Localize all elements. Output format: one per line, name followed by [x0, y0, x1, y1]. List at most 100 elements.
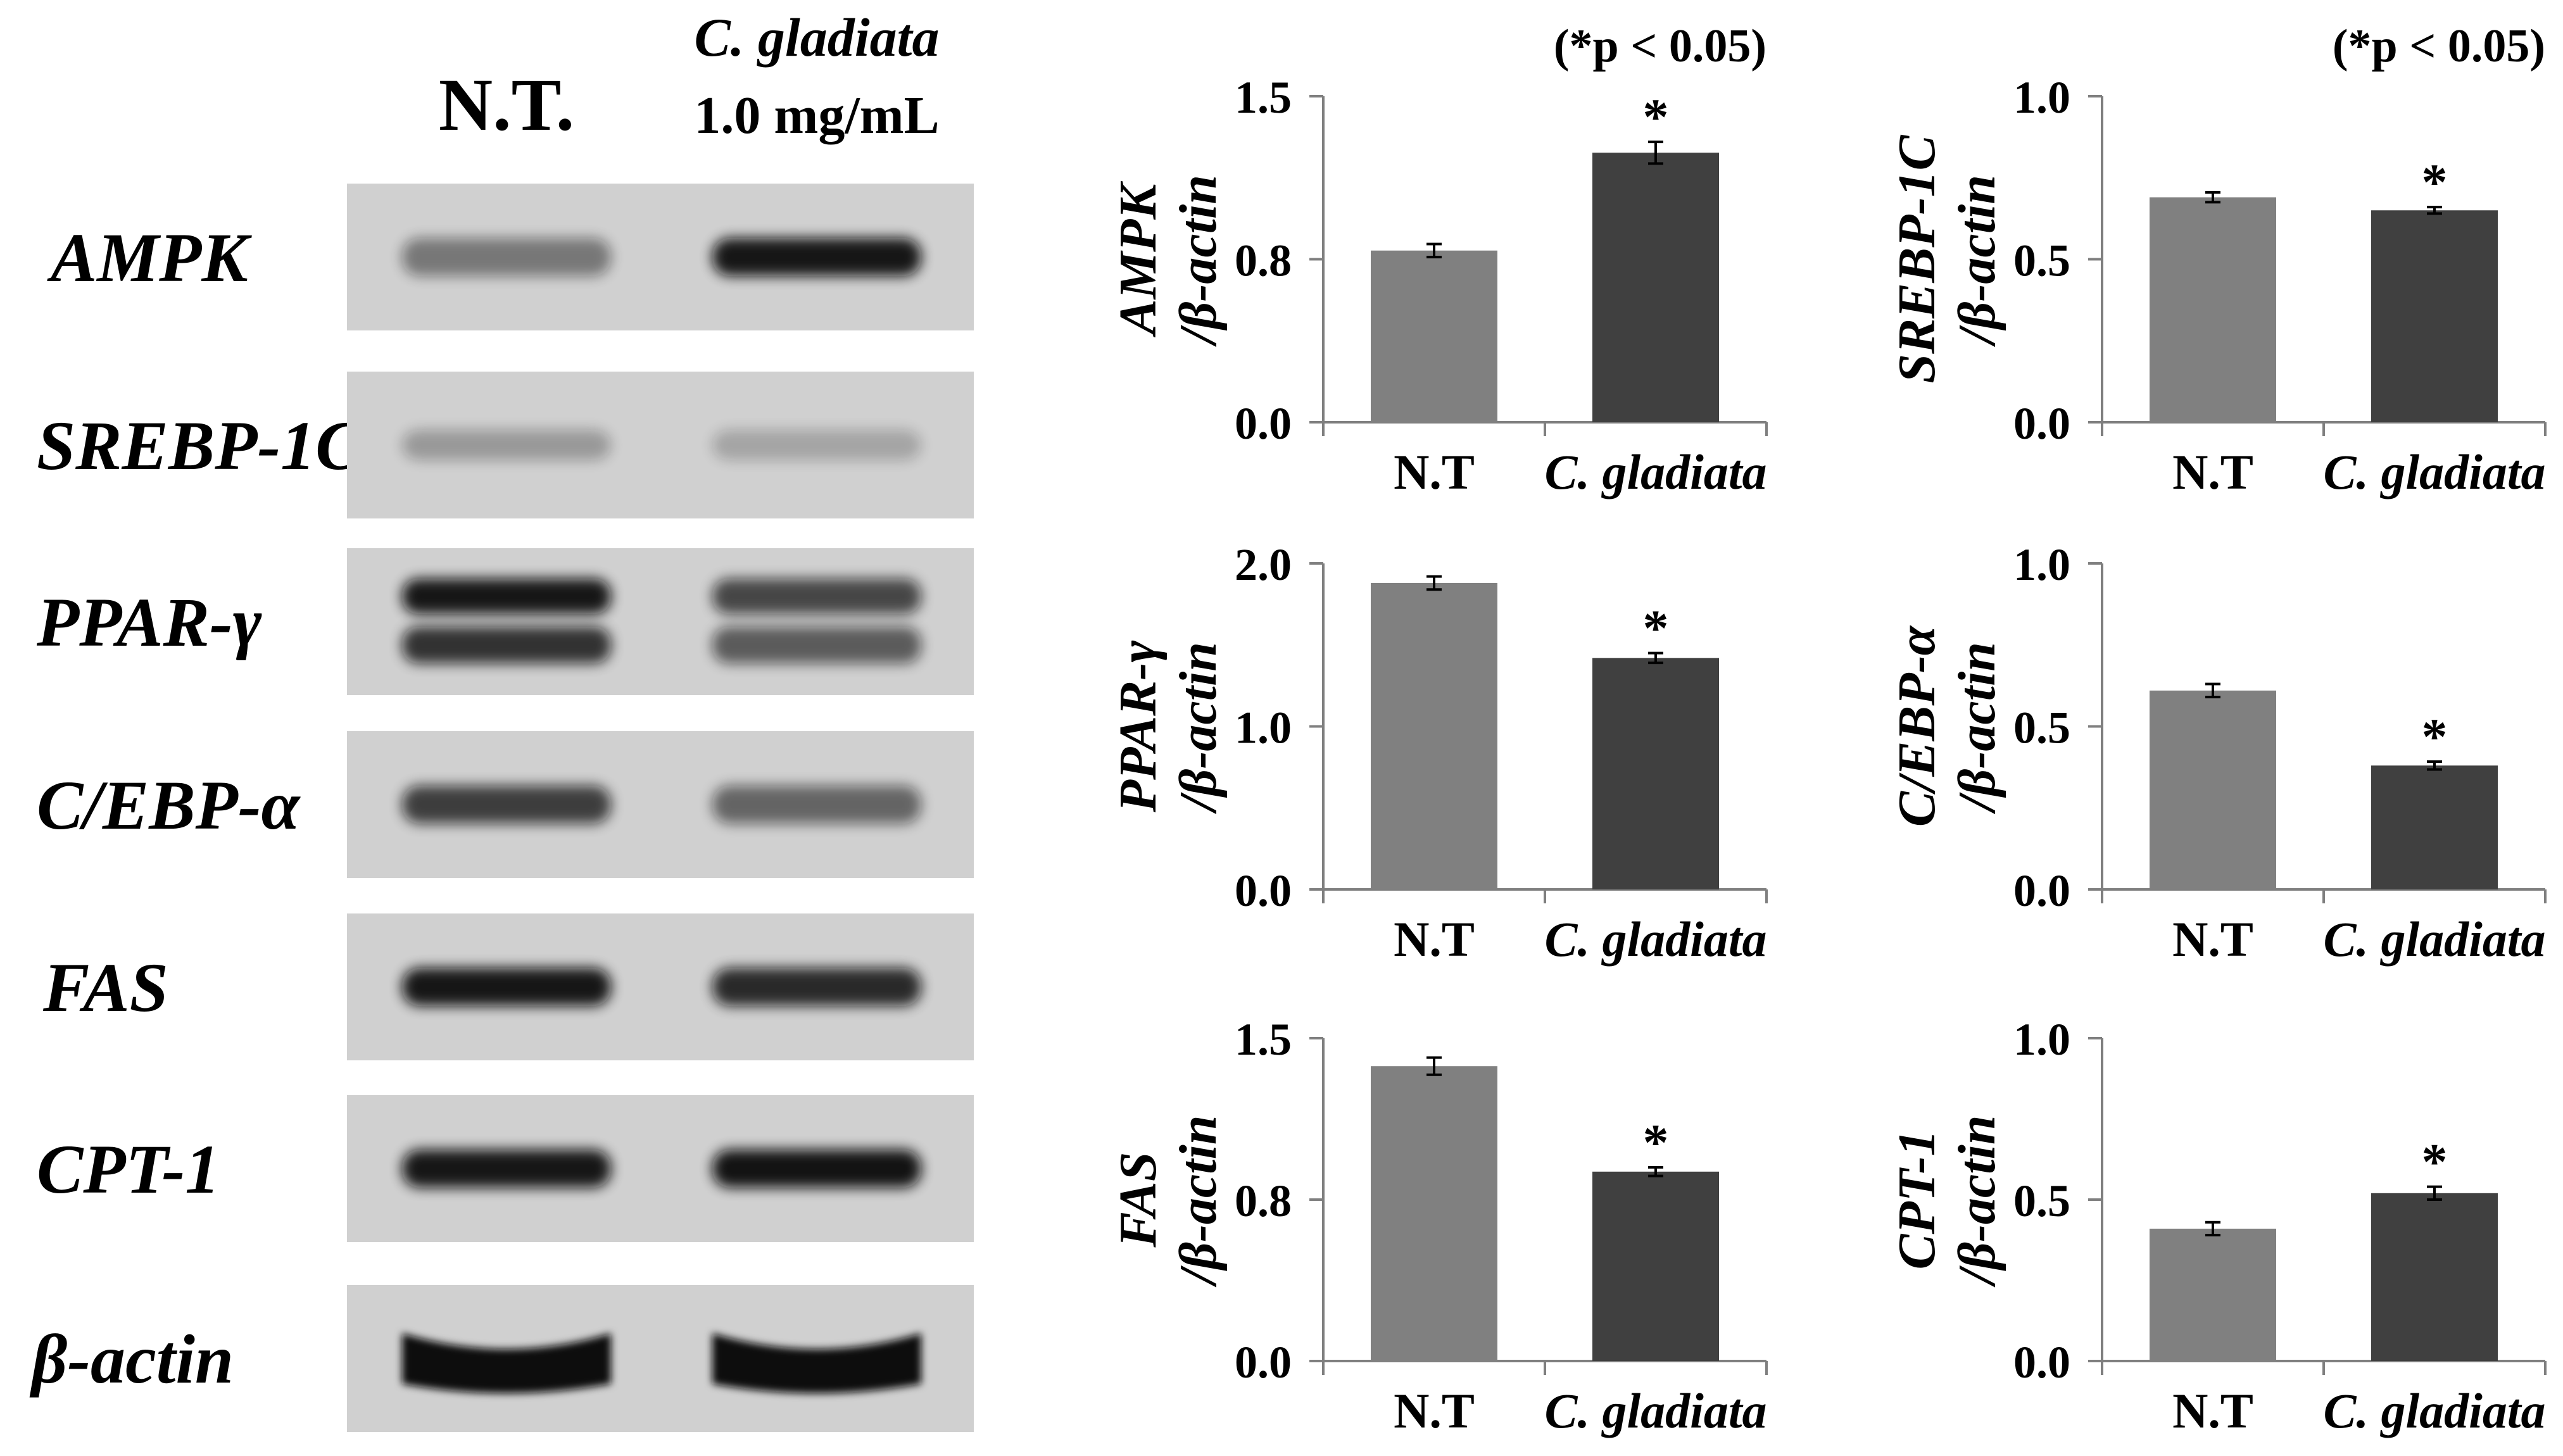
- gel-row: FAS: [42, 913, 974, 1060]
- y-axis-label: C/EBP-α/β-actin: [1887, 625, 2006, 827]
- gel-row-label: β-actin: [29, 1321, 234, 1398]
- gel-row: SREBP-1C: [37, 372, 974, 518]
- gel-row-label: PPAR-γ: [36, 584, 262, 661]
- gel-band: [402, 968, 611, 1006]
- gel-band: [712, 1150, 921, 1188]
- bar: [1371, 250, 1497, 422]
- y-tick-label: 0.8: [1235, 1176, 1292, 1226]
- y-axis-label-reference: /β-actin: [1169, 1115, 1228, 1288]
- y-axis-label-gene: C/EBP-α: [1887, 625, 1946, 827]
- y-axis-label-gene: AMPK: [1109, 181, 1168, 338]
- y-axis-label-reference: /β-actin: [1169, 175, 1228, 348]
- x-tick-label: C. gladiata: [2323, 1383, 2545, 1438]
- x-tick-label: C. gladiata: [2323, 912, 2545, 967]
- y-axis-label: FAS/β-actin: [1109, 1115, 1228, 1288]
- y-tick-label: 1.0: [2013, 1014, 2070, 1065]
- y-tick-label: 0.0: [1235, 1337, 1292, 1388]
- gel-band: [712, 430, 921, 460]
- y-tick-label: 1.0: [2013, 539, 2070, 590]
- x-tick-label: C. gladiata: [2323, 444, 2545, 499]
- gel-band: [712, 579, 921, 614]
- gel-row: AMPK: [47, 184, 974, 330]
- bar: [1592, 1171, 1719, 1361]
- gel-band: [402, 430, 611, 460]
- bar: [1592, 658, 1719, 889]
- lane-header-concentration: 1.0 mg/mL: [694, 86, 939, 145]
- gel-row: C/EBP-α: [37, 731, 974, 878]
- y-tick-label: 1.0: [1235, 703, 1292, 753]
- bar: [1371, 582, 1497, 889]
- gel-band: [712, 238, 921, 276]
- y-tick-label: 0.0: [2013, 865, 2070, 916]
- bar: [2150, 690, 2276, 889]
- x-tick-label: N.T: [1394, 444, 1475, 499]
- y-axis-label-gene: PPAR-γ: [1109, 641, 1168, 813]
- significance-asterisk: *: [2422, 708, 2448, 765]
- gel-band: [712, 1333, 921, 1393]
- y-axis-label-reference: /β-actin: [1169, 642, 1228, 815]
- significance-asterisk: *: [2422, 153, 2448, 211]
- gel-band: [402, 627, 611, 663]
- y-tick-label: 1.5: [1235, 72, 1292, 123]
- x-tick-label: N.T: [1394, 1383, 1475, 1438]
- y-axis-label-reference: /β-actin: [1948, 175, 2006, 348]
- y-tick-label: 0.8: [1235, 235, 1292, 286]
- y-tick-label: 0.0: [1235, 398, 1292, 449]
- x-tick-label: N.T: [2172, 444, 2253, 499]
- y-tick-label: 0.0: [2013, 1337, 2070, 1388]
- bar: [2150, 197, 2276, 422]
- significance-asterisk: *: [1643, 88, 1669, 146]
- gel-band: [402, 238, 611, 276]
- gel-row-label: AMPK: [47, 219, 252, 296]
- gel-row: β-actin: [29, 1285, 974, 1432]
- bar: [2371, 1193, 2498, 1361]
- y-tick-label: 0.0: [1235, 865, 1292, 916]
- x-tick-label: N.T: [1394, 912, 1475, 967]
- x-tick-label: N.T: [2172, 1383, 2253, 1438]
- gel-panel: N.T. C. gladiata 1.0 mg/mL AMPK SREBP-1C PPAR…: [29, 7, 974, 1432]
- gel-row-label: C/EBP-α: [37, 767, 301, 844]
- significance-asterisk: *: [1643, 599, 1669, 657]
- gel-band: [712, 627, 921, 663]
- gel-row-label: FAS: [42, 949, 168, 1026]
- y-axis-label-gene: FAS: [1109, 1152, 1168, 1248]
- bar-chart: (*p < 0.05)0.00.51.0SREBP-1C/β-actinN.T*…: [1887, 20, 2547, 499]
- bar-chart: 0.0 1.0 2.0 PPAR-γ/β-actin N.T * C. gladiata: [1109, 539, 1768, 967]
- y-tick-label: 1.5: [1235, 1014, 1292, 1065]
- significance-asterisk: *: [1643, 1114, 1669, 1171]
- y-tick-label: 0.0: [2013, 398, 2070, 449]
- gel-band: [712, 968, 921, 1006]
- bar-chart: (*p < 0.05) 0.0 0.8 1.5 AMPK/β-actin N.T * C. g…: [1109, 20, 1768, 499]
- gel-row: PPAR-γ: [36, 548, 974, 695]
- y-axis-label: CPT-1/β-actin: [1887, 1115, 2006, 1288]
- lane-header-nt: N.T.: [439, 63, 574, 146]
- significance-note: (*p < 0.05): [1554, 20, 1766, 72]
- gel-band: [402, 1333, 611, 1393]
- significance-asterisk: *: [2422, 1133, 2448, 1191]
- gel-band: [402, 786, 611, 824]
- gel-strip: [347, 548, 974, 695]
- gel-row-label: CPT-1: [37, 1131, 220, 1208]
- bar: [2150, 1228, 2276, 1361]
- y-axis-label-gene: CPT-1: [1887, 1130, 1946, 1270]
- y-axis-label-reference: /β-actin: [1948, 642, 2006, 815]
- x-tick-label: C. gladiata: [1544, 444, 1766, 499]
- x-tick-label: C. gladiata: [1544, 912, 1766, 967]
- y-tick-label: 1.0: [2013, 72, 2070, 123]
- gel-band: [712, 786, 921, 824]
- x-tick-label: C. gladiata: [1544, 1383, 1766, 1438]
- bar: [2371, 210, 2498, 422]
- bar: [1592, 153, 1719, 422]
- y-axis-label-gene: SREBP-1C: [1887, 134, 1946, 383]
- y-tick-label: 2.0: [1235, 539, 1292, 590]
- y-tick-label: 0.5: [2013, 1176, 2070, 1226]
- y-tick-label: 0.5: [2013, 235, 2070, 286]
- gel-row-label: SREBP-1C: [37, 407, 363, 484]
- y-axis-label: SREBP-1C/β-actin: [1887, 134, 2006, 383]
- y-tick-label: 0.5: [2013, 703, 2070, 753]
- significance-note: (*p < 0.05): [2333, 20, 2545, 72]
